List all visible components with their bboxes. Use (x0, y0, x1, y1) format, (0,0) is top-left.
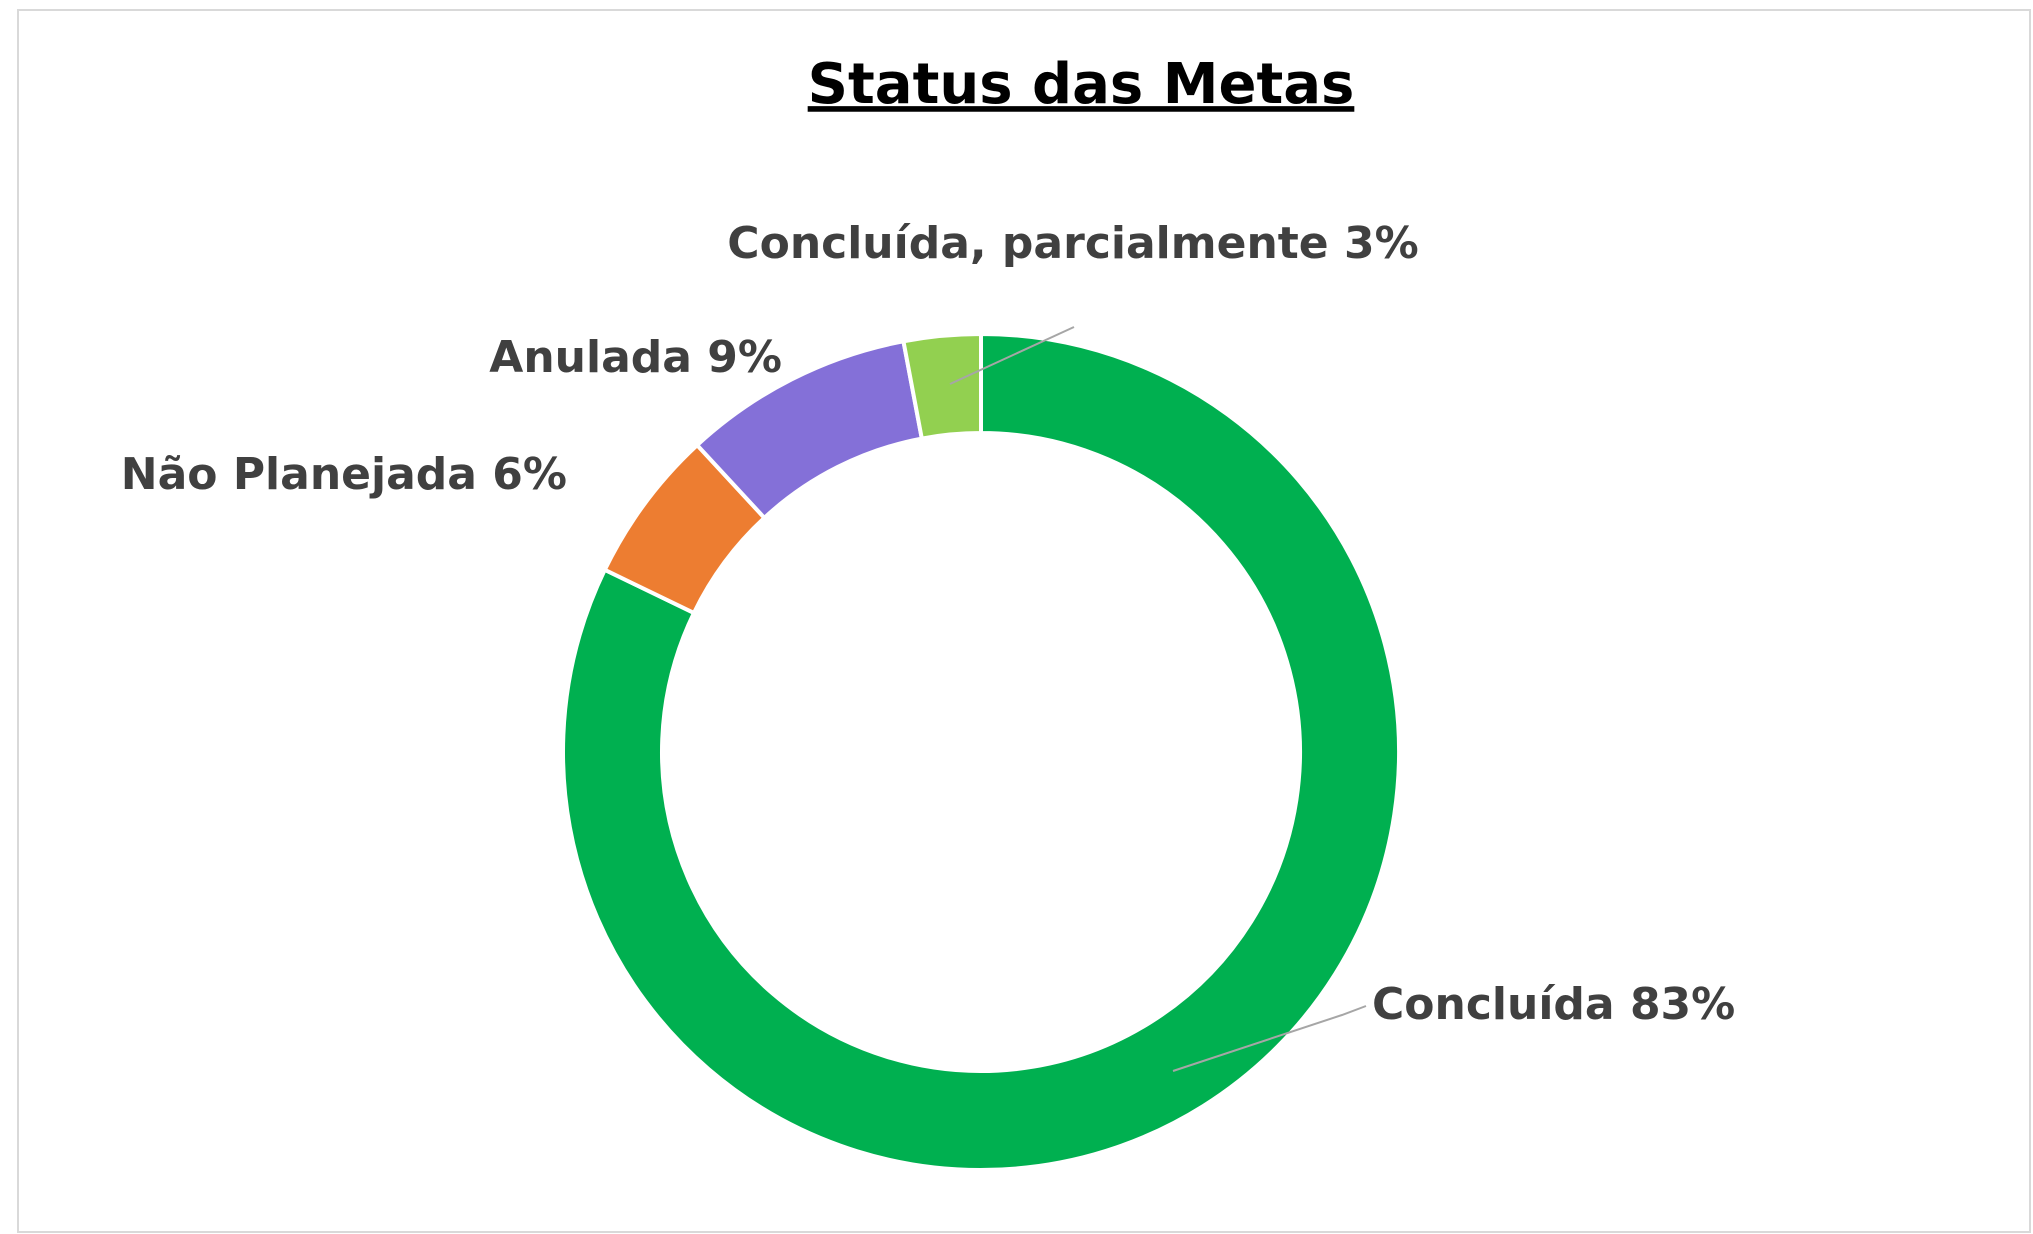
leader-line (949, 326, 1075, 385)
label-category: Não Planejada (121, 449, 477, 500)
label-value: 6% (492, 449, 567, 500)
data-label: Concluída, parcialmente 3% (727, 218, 1418, 269)
data-label: Anulada 9% (489, 332, 782, 383)
label-value: 83% (1630, 979, 1735, 1030)
label-category: Concluída, parcialmente (727, 218, 1328, 269)
label-value: 3% (1344, 218, 1419, 269)
chart-title: Status das Metas (808, 52, 1355, 117)
data-label: Concluída 83% (1372, 979, 1735, 1030)
donut-segment (561, 331, 1401, 1172)
data-label: Não Planejada 6% (121, 449, 567, 500)
leader-line (1172, 1005, 1367, 1072)
label-category: Anulada (489, 332, 692, 383)
chart-frame (17, 9, 2031, 1233)
label-category: Concluída (1372, 979, 1615, 1030)
donut-segment (901, 331, 983, 441)
label-value: 9% (707, 332, 782, 383)
